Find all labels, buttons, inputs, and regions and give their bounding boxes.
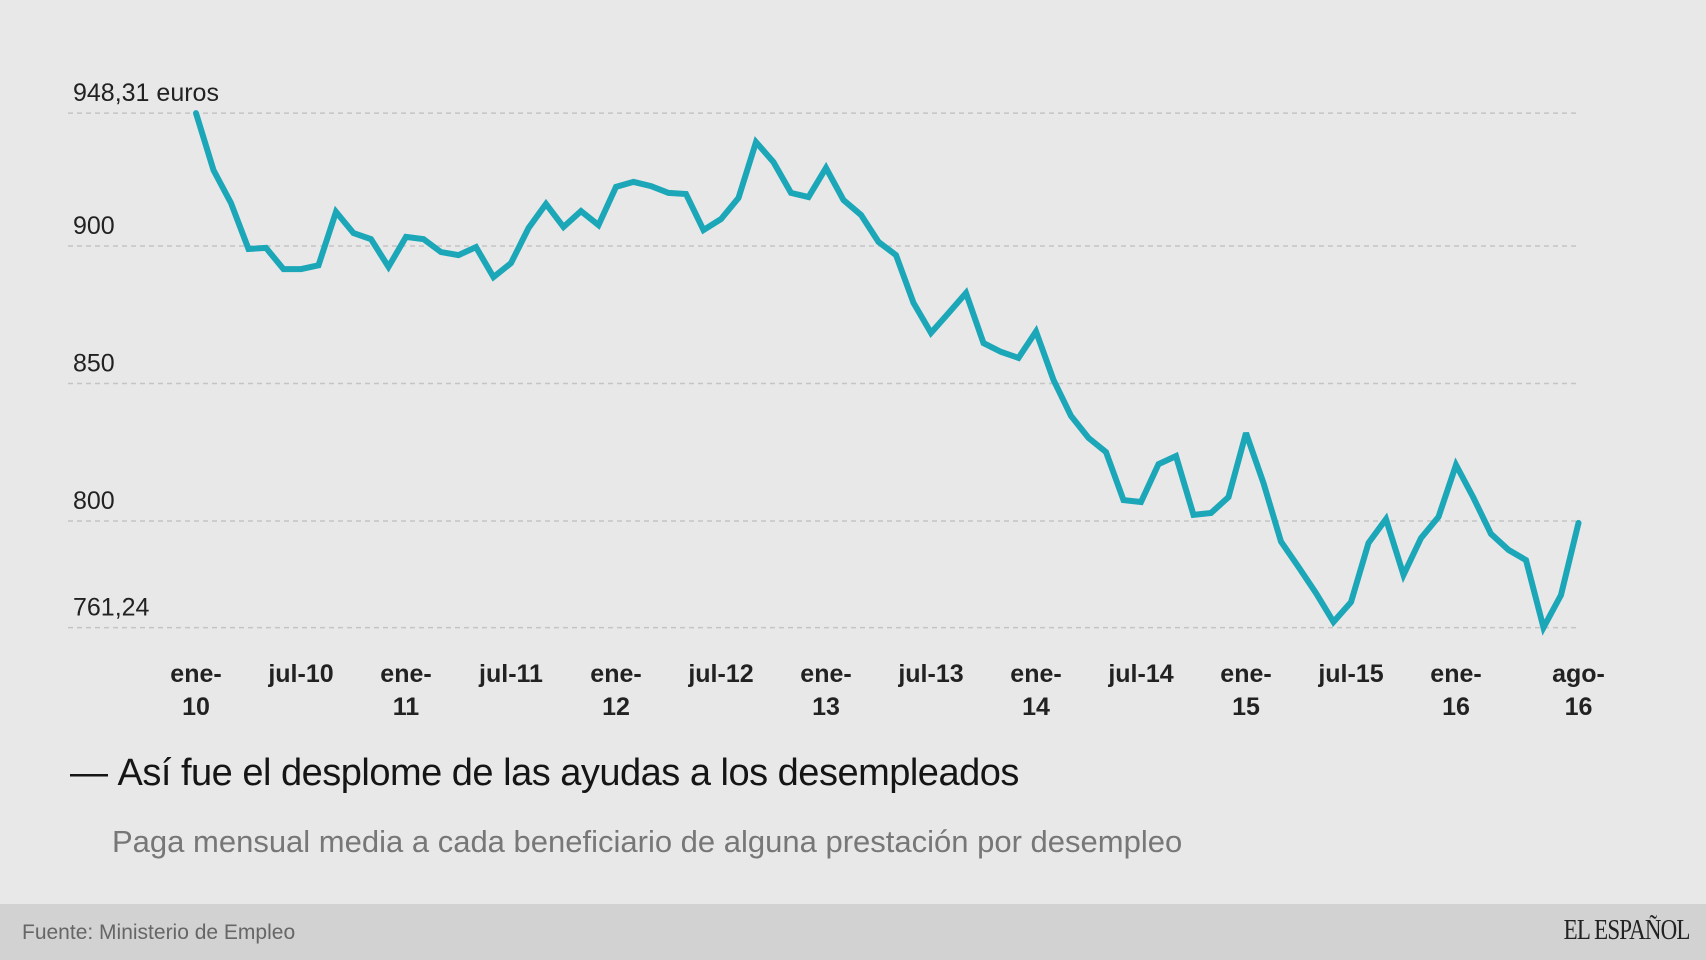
x-tick-label: ene- xyxy=(380,660,431,688)
x-tick-label: jul-13 xyxy=(897,660,963,688)
series-group xyxy=(193,110,1582,636)
x-tick-label-year: 13 xyxy=(812,693,840,721)
y-tick-label: 850 xyxy=(73,350,115,378)
chart-subtitle: Paga mensual media a cada beneficiario d… xyxy=(112,824,1183,859)
y-tick-label: 900 xyxy=(73,212,115,240)
x-tick-label: ene- xyxy=(590,660,641,688)
line-chart: 948,31 euros 900 850 800 761,24 ene- 10 jul-10… xyxy=(68,79,1605,721)
x-tick-label: ene- xyxy=(1010,660,1061,688)
x-tick-label: jul-15 xyxy=(1317,660,1383,688)
x-tick-label: ene- xyxy=(1430,660,1481,688)
x-tick-label: ene- xyxy=(1220,660,1271,688)
el-espanol-logo: EL ESPAÑOL xyxy=(1564,915,1691,946)
x-tick-label-year: 16 xyxy=(1565,693,1593,721)
y-axis-labels: 948,31 euros 900 850 800 761,24 xyxy=(73,79,219,621)
chart-title: — Así fue el desplome de las ayudas a los… xyxy=(70,752,1019,795)
x-tick-label-year: 15 xyxy=(1232,693,1260,721)
y-tick-label: 800 xyxy=(73,487,115,515)
title-text: Así fue el desplome de las ayudas a los … xyxy=(117,752,1020,794)
gridlines xyxy=(68,112,1580,629)
x-tick-label-year: 14 xyxy=(1022,693,1050,721)
x-tick-label: ene- xyxy=(170,660,221,688)
x-tick-label-year: 12 xyxy=(602,693,630,721)
footer-bar: Fuente: Ministerio de Empleo EL ESPAÑOL xyxy=(0,904,1706,960)
x-tick-label-year: 11 xyxy=(393,693,420,721)
y-tick-label: 948,31 euros xyxy=(73,79,219,107)
x-tick-label: jul-11 xyxy=(478,660,543,688)
x-tick-label: jul-12 xyxy=(687,660,753,688)
x-tick-label-year: 16 xyxy=(1442,693,1470,721)
y-tick-label: 761,24 xyxy=(73,594,150,622)
series-line xyxy=(193,110,1582,636)
title-dash: — xyxy=(70,752,108,794)
x-tick-label: jul-14 xyxy=(1107,660,1173,688)
source-note: Fuente: Ministerio de Empleo xyxy=(22,921,296,944)
x-tick-label: ago- xyxy=(1552,660,1605,688)
x-tick-label: jul-10 xyxy=(267,660,333,688)
x-tick-label: ene- xyxy=(800,660,851,688)
x-tick-label-year: 10 xyxy=(182,693,210,721)
x-axis-labels: ene- 10 jul-10 ene- 11 jul-11 ene- 12 jul-12 ene-… xyxy=(170,660,1605,721)
